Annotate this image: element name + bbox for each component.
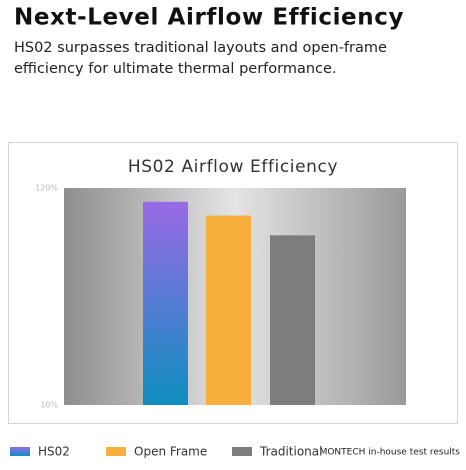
bar <box>270 235 315 405</box>
legend-label: Traditional <box>259 445 322 459</box>
chart-title: HS02 Airflow Efficiency <box>128 157 338 177</box>
y-tick-label: 10% <box>40 401 58 410</box>
legend-swatch <box>106 447 126 456</box>
chart-note: MONTECH in-house test results <box>320 448 461 458</box>
bar <box>206 215 251 405</box>
page-title: Next-Level Airflow Efficiency <box>14 5 404 31</box>
subtitle-line: efficiency for ultimate thermal performa… <box>14 61 337 77</box>
legend-swatch <box>10 447 30 456</box>
legend-swatch <box>232 447 252 456</box>
bar <box>143 201 188 405</box>
subtitle-line: HS02 surpasses traditional layouts and o… <box>14 40 387 56</box>
legend-label: HS02 <box>38 445 70 459</box>
y-tick-label: 120% <box>35 184 58 193</box>
legend-label: Open Frame <box>134 445 207 459</box>
